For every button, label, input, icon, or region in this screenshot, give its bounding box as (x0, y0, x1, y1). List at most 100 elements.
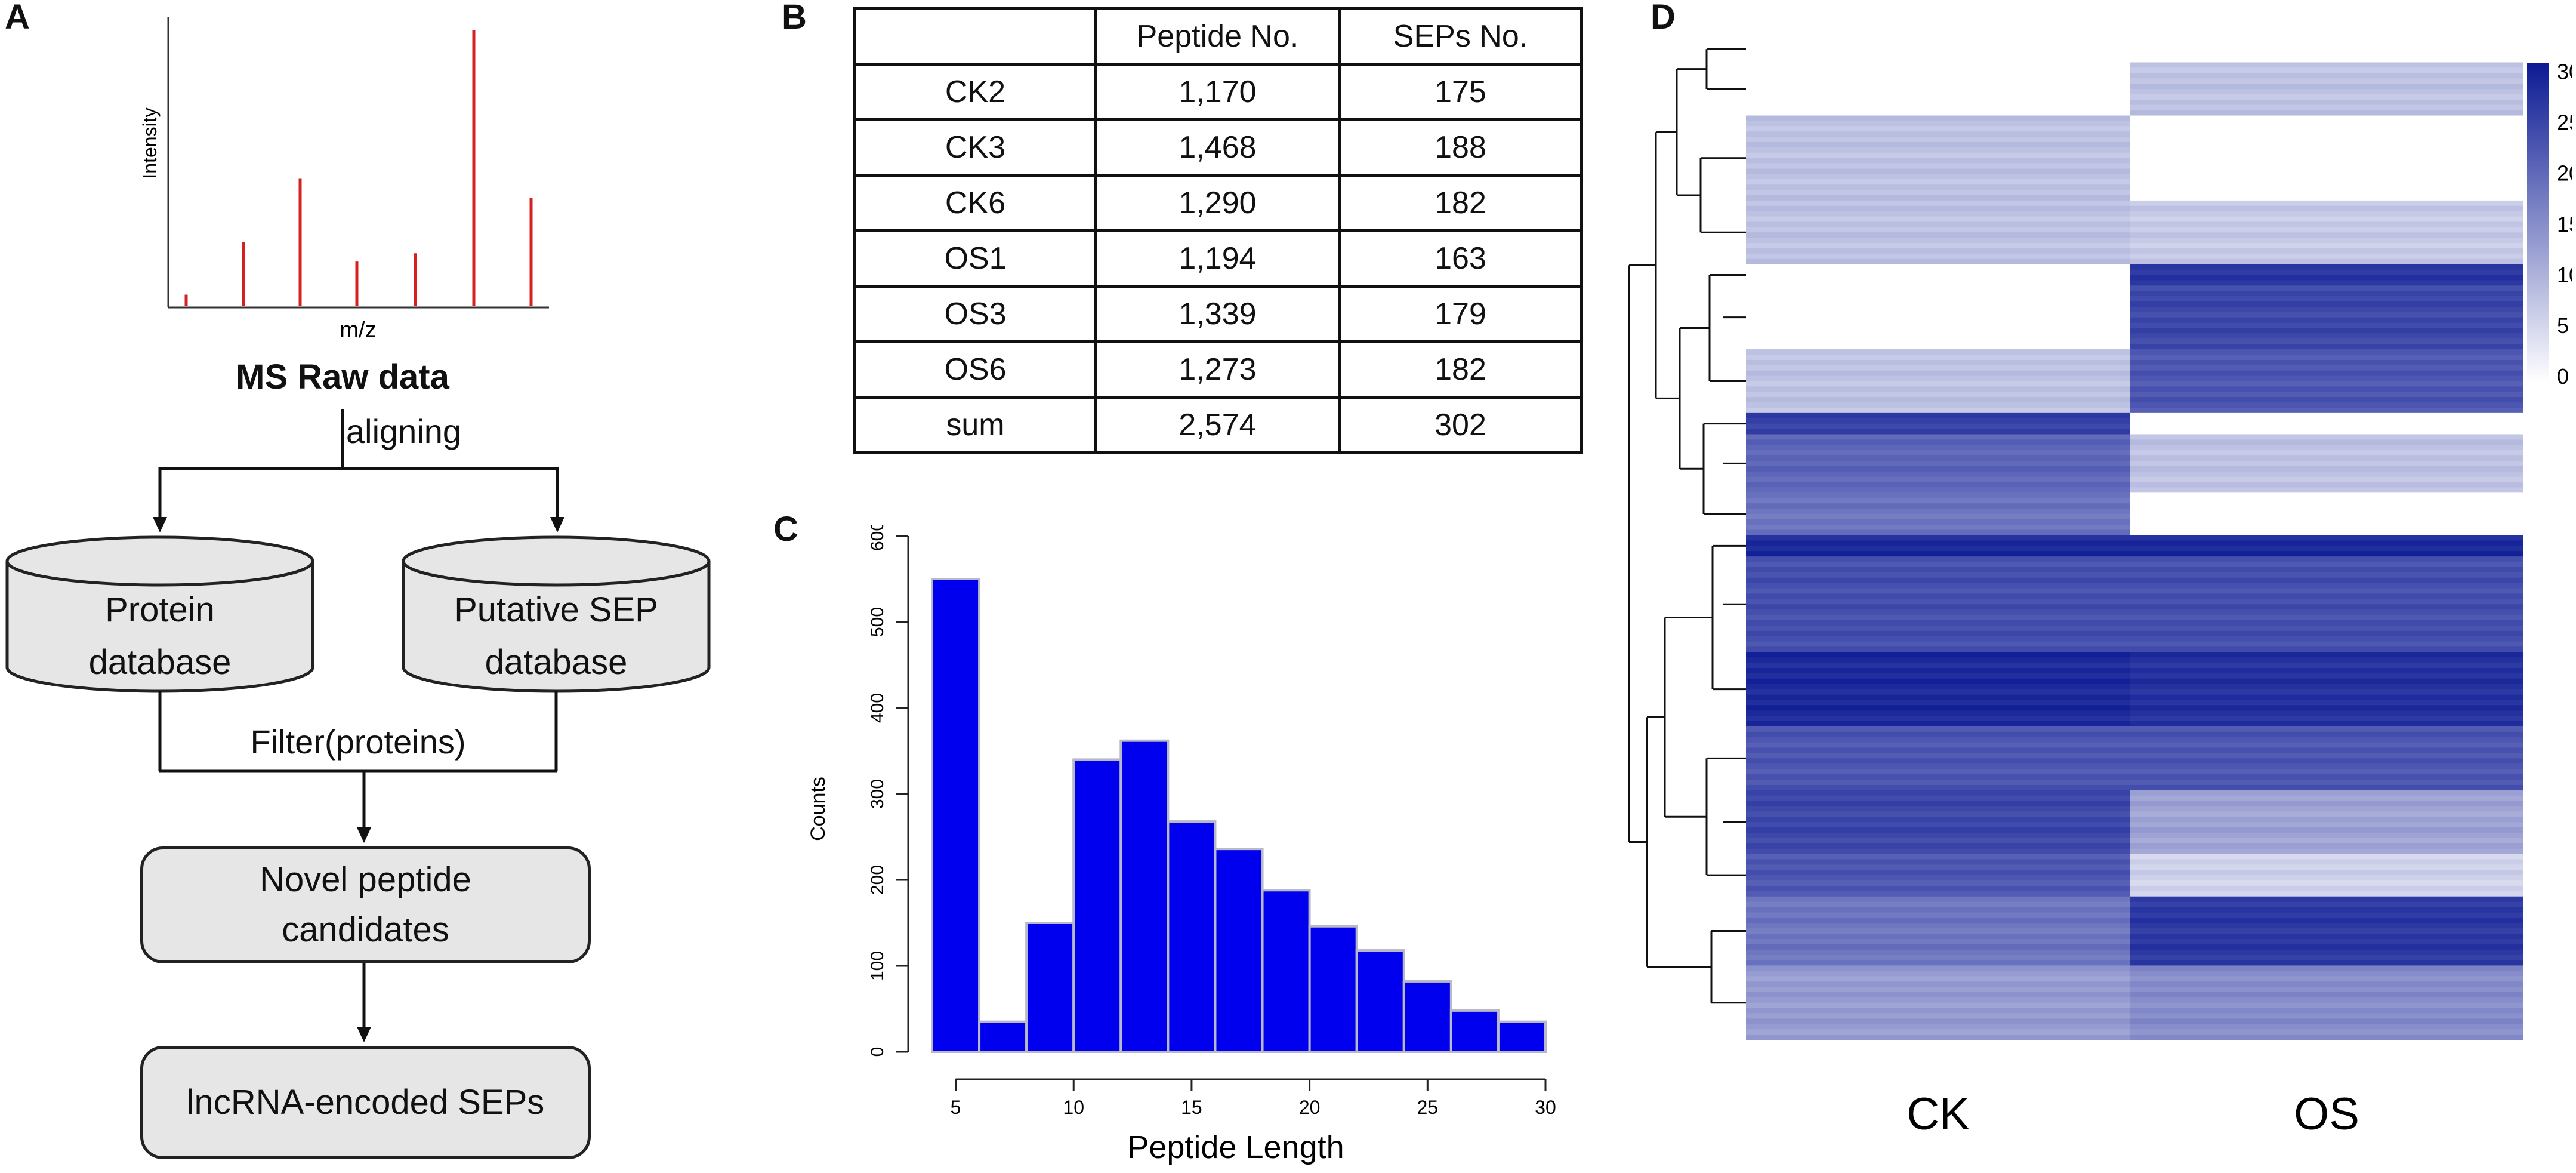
heatmap-cell (1746, 115, 2130, 121)
heatmap-cell (2130, 296, 2523, 302)
heatmap-cell (1746, 67, 2130, 73)
heatmap-cell (2130, 790, 2523, 796)
heatmap-cell (1746, 918, 2130, 923)
heatmap-cell (1746, 583, 2130, 589)
heatmap-cell (2130, 216, 2523, 223)
heatmap-cell (2130, 519, 2523, 525)
heatmap-cell (1746, 407, 2130, 414)
heatmap-cell (1746, 168, 2130, 174)
colorbar-tick-label: 15 (2557, 212, 2572, 236)
heatmap-cell (1746, 243, 2130, 249)
heatmap-cell (1746, 227, 2130, 233)
filter-label: Filter(proteins) (250, 723, 466, 761)
x-tick-label: 5 (951, 1097, 961, 1118)
heatmap-cell (1746, 41, 2130, 47)
heatmap-cell (1746, 907, 2130, 913)
heatmap-cell (1746, 1013, 2130, 1020)
heatmap-cell (1746, 795, 2130, 802)
heatmap-cell (1746, 312, 2130, 318)
heatmap-cell (1746, 848, 2130, 855)
heatmap-cell (2130, 46, 2523, 53)
heatmap-cell (1746, 238, 2130, 244)
heatmap-cell (2130, 1018, 2523, 1024)
heatmap-cell (2130, 843, 2523, 849)
heatmap-cell (1746, 381, 2130, 387)
heatmap-cell (2130, 641, 2523, 648)
heatmap-cell (1746, 88, 2130, 95)
heatmap-cell (1746, 726, 2130, 732)
heatmap-cell (2130, 312, 2523, 318)
heatmap-cell (1746, 885, 2130, 892)
histogram-bar (1497, 1020, 1547, 1053)
protein-database-label: Protein database (88, 590, 232, 682)
table-row: sum 2,574 302 (853, 396, 1583, 454)
heatmap-cell (2130, 588, 2523, 595)
heatmap-cell (2130, 971, 2523, 977)
spectrum-ylabel: Intensity (139, 107, 161, 178)
heatmap-cell (2130, 684, 2523, 690)
heatmap-cell (2130, 126, 2523, 132)
heatmap-cell (2130, 737, 2523, 743)
heatmap-cell (2130, 168, 2523, 174)
heatmap-cell (2130, 392, 2523, 398)
heatmap-cell (2130, 344, 2523, 350)
heatmap-cell (1746, 944, 2130, 950)
spectrum-peaks (184, 30, 533, 306)
heatmap-cell (2130, 583, 2523, 589)
heatmap-cell (1746, 763, 2130, 769)
heatmap-cell (2130, 827, 2523, 833)
heatmap-cell (1746, 94, 2130, 100)
heatmap-cell (1746, 923, 2130, 929)
histogram-bar (1449, 1009, 1500, 1054)
heatmap-cell (1746, 652, 2130, 658)
heatmap-cell (2130, 397, 2523, 403)
heatmap-cell (2130, 965, 2523, 971)
heatmap-cell (2130, 620, 2523, 626)
heatmap-cell (2130, 179, 2523, 185)
heatmap-cell (2130, 556, 2523, 562)
heatmap-cell (1746, 73, 2130, 79)
heatmap-cell (1746, 774, 2130, 780)
heatmap-cell (1746, 827, 2130, 833)
heatmap-cell (2130, 253, 2523, 260)
heatmap-cell (2130, 795, 2523, 802)
heatmap-cell (2130, 36, 2523, 42)
heatmap-cell (1746, 126, 2130, 132)
heatmap-cell (2130, 333, 2523, 339)
heatmap-cell (1746, 232, 2130, 238)
panel-label-c: C (773, 510, 798, 549)
heatmap-cell (2130, 269, 2523, 276)
heatmap-cell (2130, 769, 2523, 775)
heatmap-cell (1746, 402, 2130, 408)
heatmap-cell (2130, 763, 2523, 769)
heatmap-cell (1746, 572, 2130, 578)
heatmap-cell (1746, 901, 2130, 908)
heatmap-cell (1746, 753, 2130, 759)
table-row: CK3 1,468 188 (853, 118, 1583, 177)
heatmap-cell (2130, 439, 2523, 445)
heatmap-cell (1746, 1029, 2130, 1035)
heatmap-cell (1746, 513, 2130, 520)
heatmap-cell (1746, 200, 2130, 207)
heatmap-cell (1746, 678, 2130, 685)
heatmap-cell (2130, 509, 2523, 515)
heatmap-cell (1746, 344, 2130, 350)
heatmap-cell (1746, 158, 2130, 164)
heatmap-cell (2130, 960, 2523, 966)
heatmap-cell (2130, 349, 2523, 355)
heatmap-cell (2130, 524, 2523, 531)
heatmap-cell (1746, 439, 2130, 445)
spectrum-xlabel: m/z (340, 318, 376, 343)
heatmap-cell (2130, 689, 2523, 695)
heatmap-cell (1746, 455, 2130, 461)
sep-database-cylinder (402, 535, 711, 693)
heatmap-cell (1746, 854, 2130, 860)
heatmap-cell (1746, 179, 2130, 185)
table-header-row: Peptide No. SEPs No. (853, 7, 1583, 66)
heatmap-cell (1746, 588, 2130, 595)
heatmap-cell (1746, 822, 2130, 828)
heatmap-cell (1746, 137, 2130, 143)
heatmap-cell (2130, 817, 2523, 823)
heatmap-cell (2130, 460, 2523, 467)
heatmap-cell (2130, 121, 2523, 127)
